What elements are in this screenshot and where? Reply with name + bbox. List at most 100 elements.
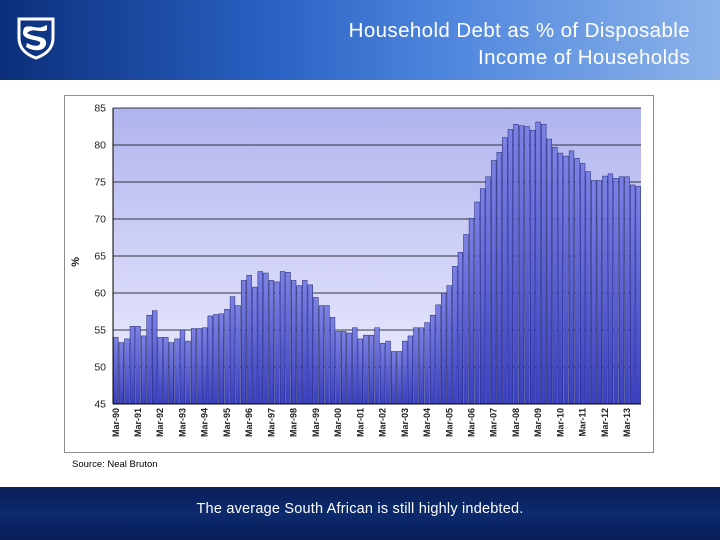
y-tick-label: 50 [94, 362, 106, 374]
bar [563, 155, 569, 405]
bar [418, 327, 425, 405]
x-tick-label: Mar-98 [289, 408, 299, 437]
bar [290, 280, 297, 405]
bar [463, 234, 469, 405]
x-tick-label: Mar-01 [355, 408, 365, 437]
bar [585, 171, 591, 405]
bar [129, 326, 136, 405]
bar [580, 163, 586, 405]
shield-logo-icon [17, 17, 55, 60]
x-tick-label: Mar-96 [244, 408, 254, 437]
bar [441, 292, 447, 405]
bar [185, 340, 191, 405]
bar [535, 121, 541, 405]
bar [163, 337, 169, 405]
x-tick-label: Mar-12 [600, 408, 610, 437]
bar [218, 313, 225, 405]
bar [485, 176, 491, 405]
bar [446, 285, 452, 405]
x-tick-label: Mar-06 [466, 408, 476, 437]
bar [546, 138, 552, 405]
y-tick-label: 75 [94, 177, 106, 189]
bar [213, 314, 219, 405]
bar [596, 180, 602, 405]
bar [502, 137, 508, 405]
bar [474, 201, 480, 405]
x-tick-label: Mar-09 [533, 408, 543, 437]
y-tick-label: 70 [94, 214, 106, 226]
y-tick-label: 60 [94, 288, 106, 300]
chart-frame: 45 50 55 60 65 70 75 80 85% Mar-90 Mar-91 Mar-92 Mar… [64, 95, 654, 453]
bar [190, 328, 197, 405]
y-tick-label: 55 [94, 325, 106, 337]
bar [557, 152, 564, 405]
x-tick-label: Mar-92 [155, 408, 165, 437]
bar [240, 280, 247, 405]
bar [152, 310, 158, 405]
x-tick-label: Mar-95 [222, 408, 232, 437]
bar [257, 271, 263, 405]
bar [157, 337, 163, 405]
bar [352, 327, 358, 405]
bar [285, 272, 291, 405]
bar [452, 266, 458, 405]
bar [118, 342, 124, 405]
bar [402, 340, 408, 405]
bar [552, 146, 558, 405]
x-tick-label: Mar-99 [311, 408, 321, 437]
x-tick-label: Mar-97 [266, 408, 276, 437]
bar [135, 326, 141, 405]
y-tick-label: 80 [94, 140, 106, 152]
bar [618, 176, 625, 405]
bar [630, 184, 636, 405]
footer-bar: The average South African is still highl… [0, 487, 720, 540]
x-tick-label: Mar-03 [400, 408, 410, 437]
footer-tagline: The average South African is still highl… [196, 501, 524, 517]
bar [624, 176, 630, 405]
y-tick-label: 65 [94, 251, 106, 263]
bar [396, 351, 402, 405]
bar [229, 296, 236, 405]
bar [174, 338, 180, 405]
bar [513, 124, 519, 405]
bar [235, 305, 241, 405]
bar [429, 314, 436, 405]
bar [391, 351, 397, 405]
bar [196, 328, 202, 405]
bar [224, 309, 230, 405]
bar [385, 340, 391, 405]
bar [179, 329, 186, 405]
bar [568, 150, 575, 405]
bar [602, 175, 608, 405]
slide-title-line-1: Household Debt as % of Disposable [348, 19, 690, 42]
bar [524, 126, 530, 405]
bar [541, 124, 547, 405]
bar [274, 281, 280, 405]
bar [491, 160, 497, 405]
bar [113, 337, 119, 405]
slide-title: Household Debt as % of Disposable Income… [220, 17, 690, 71]
y-tick-label: 85 [94, 103, 106, 115]
bar [591, 180, 597, 405]
bar [335, 331, 341, 405]
bar [574, 158, 580, 405]
bar [302, 280, 308, 405]
bar [374, 327, 380, 405]
bar [202, 327, 208, 405]
bar [296, 285, 302, 405]
bar [468, 218, 475, 405]
y-tick-label: 45 [94, 399, 106, 411]
bar [607, 173, 614, 405]
x-tick-label: Mar-90 [111, 408, 121, 437]
x-tick-label: Mar-11 [578, 408, 588, 437]
bar [140, 335, 147, 405]
bar [124, 338, 130, 405]
x-tick-label: Mar-10 [555, 408, 565, 437]
bar [318, 305, 325, 405]
bar [424, 322, 430, 405]
y-axis-label: % [70, 257, 82, 267]
bar [324, 305, 330, 405]
x-tick-label: Mar-00 [333, 408, 343, 437]
bar [613, 178, 619, 405]
bar [263, 272, 269, 405]
